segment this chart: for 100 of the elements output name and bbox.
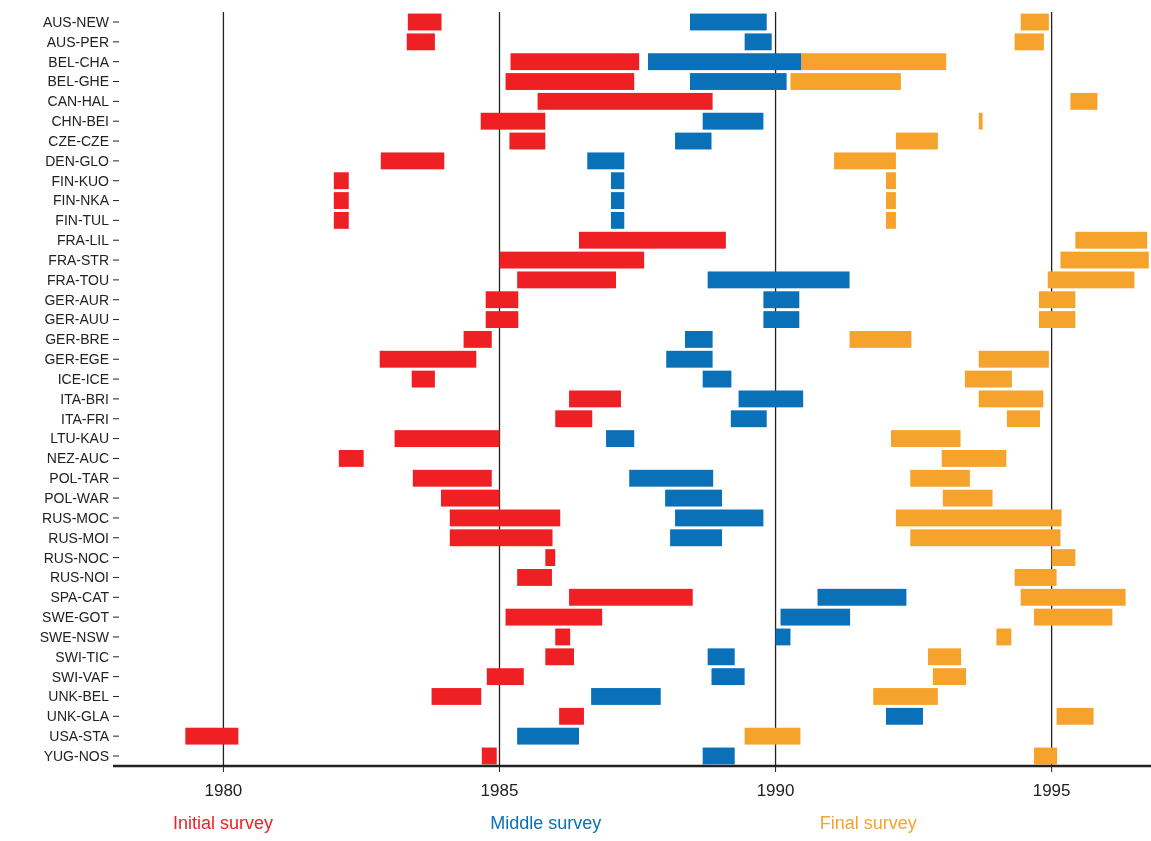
bar (481, 747, 497, 765)
x-tick-label: 1980 (204, 781, 243, 800)
bar (1020, 13, 1049, 31)
bar (685, 330, 713, 348)
y-tick-label: BEL-CHA (48, 53, 110, 70)
bar (780, 608, 851, 626)
bar (1047, 271, 1135, 289)
bar (648, 53, 802, 71)
bar (910, 469, 970, 487)
bar (885, 172, 896, 190)
bar (480, 112, 546, 130)
bar (873, 688, 938, 705)
y-tick-label: LTU-KAU (50, 430, 109, 447)
y-tick-label: AUS-NEW (42, 13, 110, 30)
y-tick-label: UNK-BEL (48, 688, 110, 705)
y-tick-label: UNK-GLA (46, 708, 110, 725)
bar (895, 509, 1062, 527)
bar (744, 33, 772, 51)
bar (895, 132, 938, 150)
y-tick-label: ITA-FRI (61, 410, 109, 427)
y-tick-label: GER-AUR (44, 291, 109, 308)
y-tick-label: CHN-BEI (51, 113, 109, 130)
bar (485, 311, 519, 328)
bar (890, 430, 961, 448)
bar (587, 152, 625, 170)
bar (1020, 588, 1126, 606)
bar (407, 13, 442, 31)
bar (1051, 549, 1076, 567)
bar (932, 668, 967, 686)
bar (1033, 747, 1058, 765)
bar (1033, 608, 1113, 626)
bar (885, 211, 896, 229)
text: Middle survey (490, 813, 602, 833)
bar (738, 390, 804, 408)
y-tick-label: FIN-NKA (53, 192, 110, 209)
y-tick-label: USA-STA (49, 728, 110, 745)
bar (702, 112, 764, 130)
bar (537, 92, 713, 110)
y-tick-label: FIN-KUO (51, 172, 110, 189)
bar (834, 152, 896, 170)
bar (579, 231, 726, 249)
bar (431, 688, 482, 705)
bar (942, 489, 993, 507)
y-tick-label: SWI-VAF (51, 668, 109, 685)
y-tick-label: FRA-LIL (56, 232, 110, 249)
bar (978, 350, 1049, 368)
bar (569, 588, 693, 606)
bar (1014, 569, 1057, 586)
y-tick-label: SWE-GOT (42, 609, 110, 626)
bar (509, 132, 546, 150)
bar (333, 172, 349, 190)
bar (606, 430, 635, 448)
bar (411, 370, 435, 388)
bar (185, 727, 239, 745)
bar (1075, 231, 1148, 249)
bar (569, 390, 621, 408)
y-tick-label: POL-TAR (49, 470, 109, 487)
bar (1070, 92, 1098, 110)
y-tick-label: BEL-GHE (47, 73, 109, 90)
bar (505, 73, 635, 90)
bar (1006, 410, 1041, 428)
bar (1056, 707, 1094, 725)
bar (394, 430, 500, 448)
bar (885, 707, 923, 725)
bar (611, 172, 625, 190)
y-tick-label: GER-BRE (45, 331, 109, 348)
bar (702, 747, 735, 765)
y-tick-label: CZE-CZE (48, 132, 109, 149)
bar (517, 271, 616, 289)
bar (849, 330, 912, 348)
bar (333, 192, 349, 209)
bar (675, 132, 712, 150)
text: Initial survey (172, 813, 274, 833)
bar (817, 588, 907, 606)
y-tick-label: GER-EGE (44, 351, 109, 368)
bar (1060, 251, 1149, 269)
y-tick-label: CAN-HAL (47, 93, 110, 110)
bar (689, 73, 787, 90)
bar (485, 291, 519, 309)
bar (730, 410, 767, 428)
bar (505, 608, 603, 626)
bar (689, 13, 767, 31)
bar (996, 628, 1012, 646)
y-tick-label: SPA-CAT (50, 589, 110, 606)
bar (707, 271, 850, 289)
bar (463, 330, 492, 348)
bar (545, 648, 575, 666)
y-tick-label: DEN-GLO (45, 152, 110, 169)
y-tick-label: RUS-MOC (42, 509, 109, 526)
x-tick-label: 1985 (480, 781, 519, 800)
bar (591, 688, 661, 705)
bar (978, 112, 983, 130)
bar (379, 350, 477, 368)
y-tick-label: ITA-BRI (60, 390, 109, 407)
bar (1038, 291, 1076, 309)
y-tick-label: FRA-STR (48, 251, 109, 268)
bar (338, 450, 364, 467)
bar (545, 549, 556, 567)
bar (665, 489, 722, 507)
bar (449, 529, 553, 547)
